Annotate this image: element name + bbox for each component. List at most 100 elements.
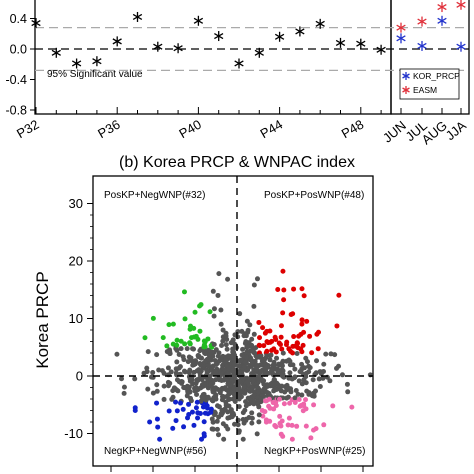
scatter-point	[192, 309, 198, 315]
scatter-point	[186, 384, 192, 390]
scatter-point	[213, 361, 219, 367]
scatter-point	[240, 376, 246, 382]
scatter-point	[229, 409, 235, 415]
scatter-point	[170, 321, 176, 327]
scatter-point	[208, 409, 214, 415]
scatter-point	[247, 397, 253, 403]
scatter-point	[166, 408, 172, 414]
scatter-point	[288, 389, 294, 395]
scatter-point	[254, 431, 260, 437]
scatter-point	[314, 358, 320, 364]
scatter-point	[310, 377, 316, 383]
panel-a-frame	[34, 0, 392, 115]
scatter-point	[242, 331, 248, 337]
panel-a-ytick-label: -0.8	[5, 104, 27, 118]
legend-label-kor-prcp: KOR_PRCP	[413, 71, 460, 81]
scatter-point	[150, 390, 156, 396]
scatter-point	[174, 342, 180, 348]
pentad-marker	[132, 11, 143, 22]
scatter-point	[121, 390, 127, 396]
scatter-point	[181, 289, 187, 295]
scatter-point	[253, 353, 259, 359]
scatter-point	[284, 339, 290, 345]
scatter-point	[261, 356, 267, 362]
scatter-point	[249, 371, 255, 377]
scatter-point	[311, 427, 317, 433]
scatter-point	[294, 340, 300, 346]
scatter-point	[251, 331, 257, 337]
scatter-point	[205, 336, 211, 342]
scatter-point	[299, 286, 305, 292]
scatter-point	[229, 414, 235, 420]
scatter-point	[221, 436, 227, 442]
scatter-point	[215, 432, 221, 438]
scatter-point	[186, 370, 192, 376]
scatter-point	[119, 376, 125, 382]
scatter-point	[176, 352, 182, 358]
scatter-point	[289, 436, 295, 442]
scatter-point	[273, 337, 279, 343]
scatter-point	[225, 353, 231, 359]
scatter-point	[194, 368, 200, 374]
scatter-point	[173, 366, 179, 372]
scatter-point	[281, 297, 287, 303]
scatter-point	[216, 271, 222, 277]
scatter-point	[240, 436, 246, 442]
scatter-point	[221, 367, 227, 373]
scatter-point	[328, 351, 334, 357]
scatter-point	[160, 335, 166, 341]
scatter-point	[240, 346, 246, 352]
pentad-marker	[51, 47, 61, 58]
panel-b-ytick-label: -10	[64, 426, 83, 441]
scatter-point	[230, 337, 236, 343]
scatter-point	[218, 321, 224, 327]
panel-a-xtick-label: P36	[95, 117, 123, 142]
monthly-marker-kor-prcp	[396, 33, 406, 44]
scatter-point	[201, 383, 207, 389]
scatter-point	[220, 327, 226, 333]
scatter-point	[318, 371, 324, 377]
scatter-point	[198, 355, 204, 361]
scatter-point	[194, 392, 200, 398]
scatter-point	[210, 288, 216, 294]
scatter-point	[185, 415, 191, 421]
scatter-point	[145, 349, 151, 355]
scatter-point	[205, 394, 211, 400]
scatter-point	[236, 404, 242, 410]
scatter-point	[243, 416, 249, 422]
scatter-point	[188, 378, 194, 384]
scatter-point	[219, 343, 225, 349]
scatter-point	[278, 323, 284, 329]
scatter-point	[230, 368, 236, 374]
pentad-marker	[274, 31, 285, 42]
monthly-marker-easm	[396, 22, 406, 33]
legend: KOR_PRCP EASM	[399, 68, 460, 100]
scatter-point	[262, 330, 268, 336]
scatter-point	[231, 361, 237, 367]
scatter-point	[210, 387, 216, 393]
quadrant-label-poskp-poswnp: PosKP+PosWNP(#48)	[264, 190, 364, 201]
monthly-marker-easm	[417, 16, 427, 27]
scatter-point	[186, 354, 192, 360]
scatter-point	[277, 341, 283, 347]
scatter-point	[145, 386, 151, 392]
scatter-point	[114, 351, 120, 357]
scatter-point	[194, 385, 200, 391]
panel-b-ylabel: Korea PRCP	[33, 271, 52, 368]
scatter-point	[204, 367, 210, 373]
scatter-point	[257, 353, 263, 359]
scatter-point	[251, 377, 257, 383]
scatter-point	[301, 377, 307, 383]
scatter-point	[174, 337, 180, 343]
scatter-point	[238, 357, 244, 363]
scatter-point	[174, 359, 180, 365]
scatter-point	[173, 370, 179, 376]
scatter-point	[243, 354, 249, 360]
scatter-point	[178, 346, 184, 352]
scatter-point	[266, 390, 272, 396]
scatter-point	[186, 401, 192, 407]
monthly-marker-kor-prcp	[417, 40, 427, 51]
scatter-point	[291, 375, 297, 381]
scatter-point	[293, 387, 299, 393]
scatter-point	[258, 396, 264, 402]
